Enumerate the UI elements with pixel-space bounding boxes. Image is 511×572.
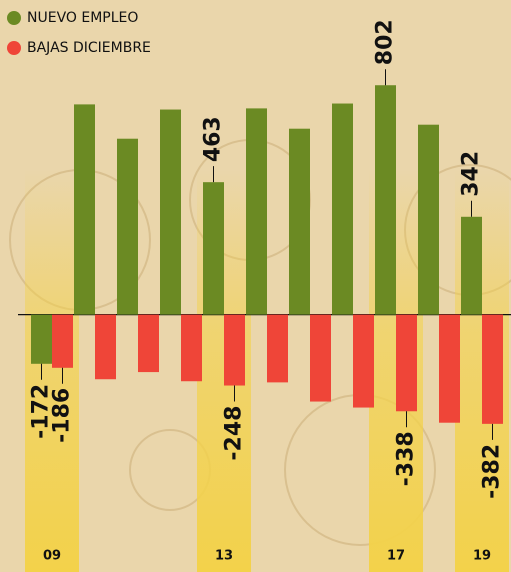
legend-marker xyxy=(7,11,21,25)
bar xyxy=(418,125,439,315)
bar xyxy=(482,315,503,424)
x-tick-label: 13 xyxy=(215,549,233,564)
value-label: -382 xyxy=(480,444,505,499)
bar xyxy=(117,139,138,315)
bar xyxy=(95,315,116,380)
legend-label: NUEVO EMPLEO xyxy=(27,10,138,26)
legend-label: BAJAS DICIEMBRE xyxy=(27,40,151,56)
bar xyxy=(138,315,159,372)
bar xyxy=(181,315,202,382)
bar xyxy=(396,315,417,412)
page: {"chart_data":{"type":"bar", "categories… xyxy=(0,0,511,572)
bar xyxy=(52,315,73,368)
bar xyxy=(267,315,288,383)
bar xyxy=(289,129,310,315)
bar xyxy=(332,104,353,315)
value-label: 463 xyxy=(201,116,226,162)
highlight-band xyxy=(25,170,79,572)
bar xyxy=(160,110,181,315)
bar xyxy=(310,315,331,402)
x-tick-label: 19 xyxy=(473,549,491,564)
value-label: -248 xyxy=(222,406,247,461)
bar xyxy=(461,217,482,315)
x-tick-label: 09 xyxy=(43,549,61,564)
bar xyxy=(375,85,396,314)
value-label: -186 xyxy=(50,388,75,443)
legend-marker xyxy=(7,41,21,55)
bar xyxy=(31,315,52,364)
bar xyxy=(203,182,224,314)
bar xyxy=(74,104,95,314)
value-label: 342 xyxy=(459,151,484,197)
x-tick-label: 17 xyxy=(387,549,405,564)
bar xyxy=(246,108,267,314)
chart: 09131719NUEVO EMPLEOBAJAS DICIEMBRE-1724… xyxy=(0,0,511,572)
bar xyxy=(353,315,374,408)
bar xyxy=(439,315,460,423)
value-label: -338 xyxy=(394,431,419,486)
value-label: 802 xyxy=(373,19,398,65)
bar xyxy=(224,315,245,386)
